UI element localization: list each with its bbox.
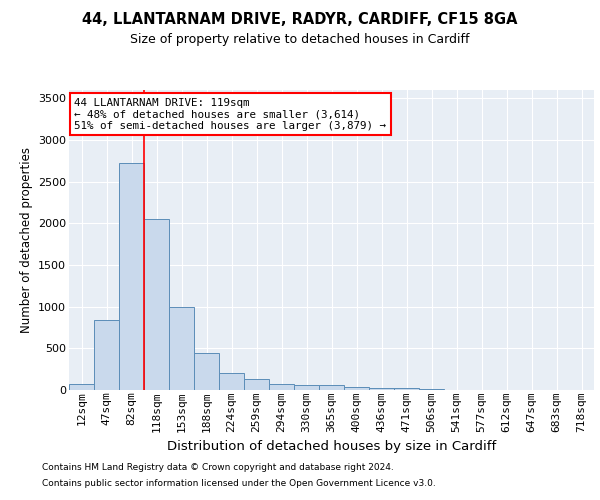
Bar [269, 384, 294, 390]
Bar [319, 386, 344, 390]
Text: Contains HM Land Registry data © Crown copyright and database right 2024.: Contains HM Land Registry data © Crown c… [42, 464, 394, 472]
Bar [419, 389, 444, 390]
Bar [294, 385, 319, 390]
Bar [144, 219, 169, 390]
Text: Contains public sector information licensed under the Open Government Licence v3: Contains public sector information licen… [42, 478, 436, 488]
Bar [94, 320, 119, 390]
Text: Size of property relative to detached houses in Cardiff: Size of property relative to detached ho… [130, 32, 470, 46]
Y-axis label: Number of detached properties: Number of detached properties [20, 147, 32, 333]
Text: 44 LLANTARNAM DRIVE: 119sqm
← 48% of detached houses are smaller (3,614)
51% of : 44 LLANTARNAM DRIVE: 119sqm ← 48% of det… [74, 98, 386, 130]
Bar [219, 372, 244, 390]
Bar [244, 379, 269, 390]
Bar [119, 164, 144, 390]
X-axis label: Distribution of detached houses by size in Cardiff: Distribution of detached houses by size … [167, 440, 496, 453]
Bar [394, 388, 419, 390]
Bar [169, 306, 194, 390]
Bar [194, 352, 219, 390]
Text: 44, LLANTARNAM DRIVE, RADYR, CARDIFF, CF15 8GA: 44, LLANTARNAM DRIVE, RADYR, CARDIFF, CF… [82, 12, 518, 28]
Bar [69, 384, 94, 390]
Bar [344, 386, 369, 390]
Bar [369, 388, 394, 390]
